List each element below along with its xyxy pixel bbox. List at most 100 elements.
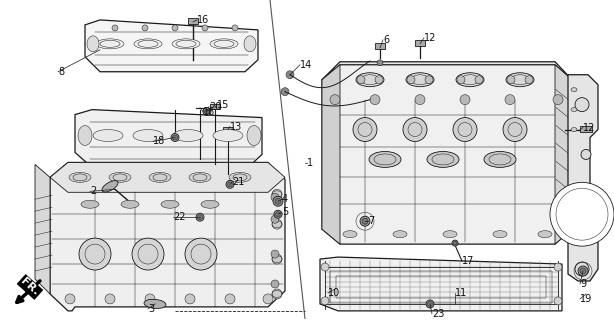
Circle shape xyxy=(272,289,282,299)
Circle shape xyxy=(112,25,118,31)
Text: 5: 5 xyxy=(282,207,288,217)
Circle shape xyxy=(281,88,289,96)
Circle shape xyxy=(415,95,425,105)
Circle shape xyxy=(274,210,282,218)
Circle shape xyxy=(198,215,203,220)
Circle shape xyxy=(202,25,208,31)
Ellipse shape xyxy=(571,108,577,112)
Ellipse shape xyxy=(81,200,99,208)
Polygon shape xyxy=(322,65,340,244)
Circle shape xyxy=(575,98,589,112)
Text: 7: 7 xyxy=(368,216,375,226)
Circle shape xyxy=(271,215,279,223)
Circle shape xyxy=(185,294,195,304)
Ellipse shape xyxy=(443,231,457,238)
Bar xyxy=(330,271,552,303)
Text: 19: 19 xyxy=(580,294,593,304)
Circle shape xyxy=(272,219,282,229)
Ellipse shape xyxy=(393,231,407,238)
Circle shape xyxy=(357,76,365,84)
Circle shape xyxy=(360,216,370,226)
Circle shape xyxy=(196,213,204,221)
Text: 13: 13 xyxy=(230,122,243,132)
Text: 10: 10 xyxy=(328,288,340,298)
Ellipse shape xyxy=(121,200,139,208)
Ellipse shape xyxy=(173,130,203,141)
Circle shape xyxy=(79,238,111,270)
Circle shape xyxy=(286,71,294,79)
Bar xyxy=(415,40,425,46)
Ellipse shape xyxy=(134,39,162,49)
Text: 11: 11 xyxy=(455,288,467,298)
Circle shape xyxy=(426,300,434,308)
Circle shape xyxy=(145,294,155,304)
Ellipse shape xyxy=(213,130,243,141)
Ellipse shape xyxy=(247,125,261,146)
Circle shape xyxy=(580,268,586,274)
Ellipse shape xyxy=(538,231,552,238)
Circle shape xyxy=(105,294,115,304)
Text: 16: 16 xyxy=(197,15,209,25)
Circle shape xyxy=(503,117,527,141)
Circle shape xyxy=(232,25,238,31)
Circle shape xyxy=(204,109,209,114)
Circle shape xyxy=(263,294,273,304)
Ellipse shape xyxy=(144,299,166,308)
Text: 23: 23 xyxy=(432,309,445,319)
Circle shape xyxy=(362,218,368,224)
Circle shape xyxy=(554,297,562,305)
Circle shape xyxy=(403,117,427,141)
Circle shape xyxy=(353,117,377,141)
Ellipse shape xyxy=(427,151,459,167)
Text: 18: 18 xyxy=(153,137,165,147)
Text: 14: 14 xyxy=(300,60,313,70)
Ellipse shape xyxy=(109,172,131,182)
Text: 12: 12 xyxy=(424,33,437,43)
Circle shape xyxy=(460,95,470,105)
Circle shape xyxy=(453,241,457,245)
Ellipse shape xyxy=(369,151,401,167)
Bar xyxy=(336,276,546,298)
Circle shape xyxy=(228,182,233,187)
Circle shape xyxy=(142,25,148,31)
Polygon shape xyxy=(75,110,262,167)
Circle shape xyxy=(453,117,477,141)
Circle shape xyxy=(271,280,279,288)
Ellipse shape xyxy=(69,172,91,182)
Circle shape xyxy=(132,238,164,270)
Ellipse shape xyxy=(149,172,171,182)
Circle shape xyxy=(321,263,329,271)
Ellipse shape xyxy=(161,200,179,208)
Ellipse shape xyxy=(343,231,357,238)
Ellipse shape xyxy=(133,130,163,141)
Text: 17: 17 xyxy=(462,256,475,266)
Text: 16: 16 xyxy=(203,107,216,116)
Text: 3: 3 xyxy=(148,304,154,314)
Circle shape xyxy=(330,95,340,105)
Circle shape xyxy=(505,95,515,105)
Polygon shape xyxy=(320,257,562,311)
Polygon shape xyxy=(50,163,285,311)
Bar xyxy=(375,43,385,49)
Circle shape xyxy=(452,240,458,246)
Ellipse shape xyxy=(210,39,238,49)
Circle shape xyxy=(377,60,383,66)
Polygon shape xyxy=(568,75,598,281)
Circle shape xyxy=(375,76,383,84)
Circle shape xyxy=(271,193,279,201)
Text: 6: 6 xyxy=(383,35,389,45)
Ellipse shape xyxy=(189,172,211,182)
Circle shape xyxy=(271,250,279,258)
Ellipse shape xyxy=(571,88,577,92)
Polygon shape xyxy=(85,20,258,72)
Ellipse shape xyxy=(456,73,484,87)
Text: 21: 21 xyxy=(232,177,244,187)
Circle shape xyxy=(578,266,588,276)
Circle shape xyxy=(275,198,281,204)
Text: FR.: FR. xyxy=(19,276,41,298)
Circle shape xyxy=(173,135,177,140)
Circle shape xyxy=(172,25,178,31)
Bar xyxy=(210,104,220,108)
Circle shape xyxy=(553,95,563,105)
Ellipse shape xyxy=(229,172,251,182)
